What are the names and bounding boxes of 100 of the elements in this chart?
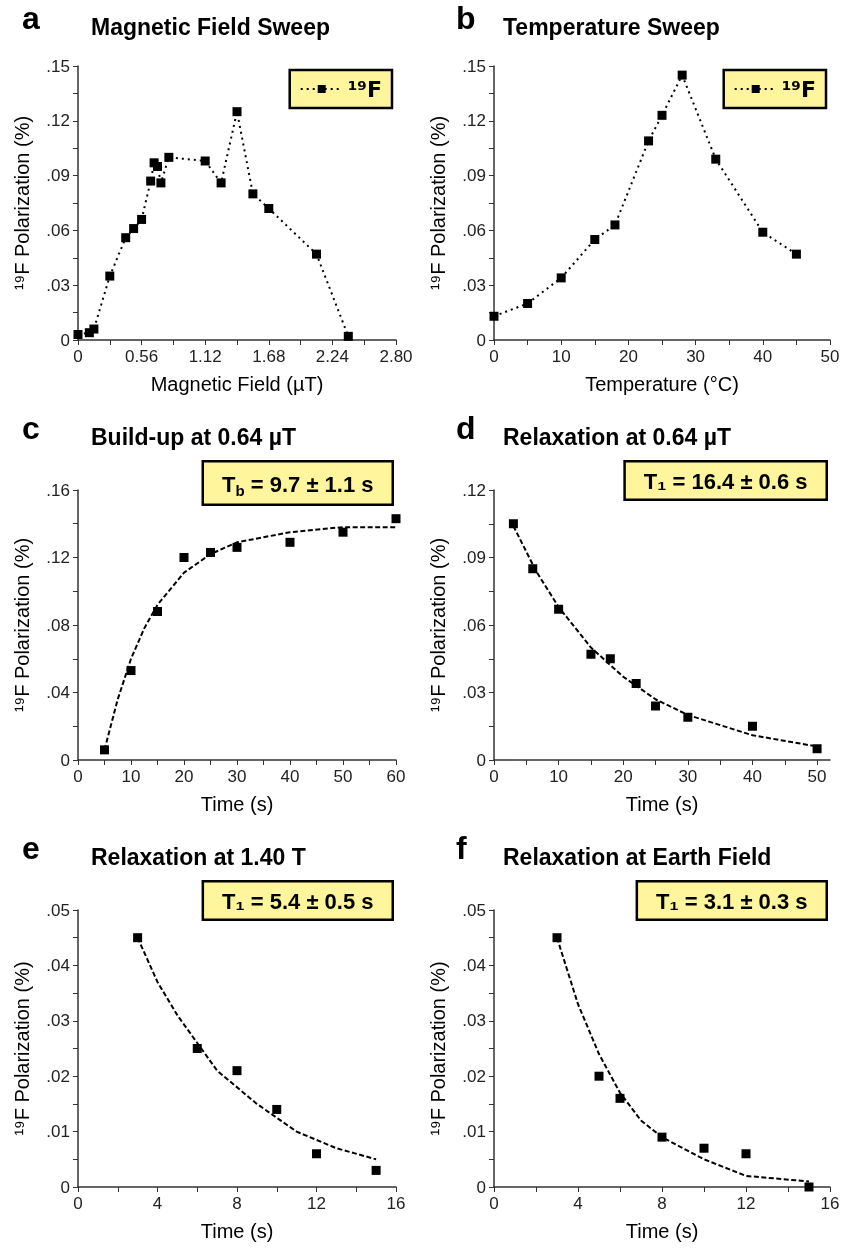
x-tick-label: 0: [73, 767, 83, 786]
point: [586, 649, 596, 659]
y-tick-label: .06: [462, 615, 486, 635]
y-tick-label: .15: [462, 56, 486, 76]
y-tick-label: 0: [476, 330, 486, 350]
x-tick-label: 20: [613, 767, 633, 786]
x-axis-title: Time (s): [625, 1220, 699, 1242]
x-tick-label: 40: [280, 767, 300, 786]
point: [594, 1071, 604, 1081]
x-tick-label: 10: [549, 767, 569, 786]
point: [758, 227, 768, 237]
point: [677, 70, 687, 80]
text: f: [456, 830, 467, 866]
text: c: [22, 410, 40, 446]
point: [804, 1182, 814, 1192]
x-tick-label: 50: [807, 767, 827, 786]
x-tick-label: 16: [820, 1194, 840, 1213]
x-axis-title: Magnetic Field (µT): [150, 373, 324, 395]
y-axis-title: ¹⁹F Polarization (%): [427, 537, 449, 713]
x-tick-label: 12: [736, 1194, 756, 1213]
point: [343, 331, 353, 341]
y-tick-label: .02: [46, 1066, 70, 1086]
y-tick-label: .06: [46, 220, 70, 240]
x-tick-label: 30: [686, 347, 706, 366]
text: d: [456, 410, 476, 446]
point: [523, 298, 533, 308]
x-axis-title: Temperature (°C): [585, 373, 739, 395]
x-tick-label: 40: [753, 347, 773, 366]
y-axis-title: ¹⁹F Polarization (%): [427, 961, 449, 1136]
annotation: T₁ = 16.4 ± 0.6 s: [643, 469, 808, 494]
point: [371, 1165, 381, 1175]
y-tick-label: .09: [462, 548, 486, 567]
point: [126, 666, 136, 676]
y-tick-label: .05: [46, 900, 70, 920]
y-tick-label: .01: [462, 1122, 486, 1142]
y-tick-label: .16: [46, 480, 70, 500]
point: [129, 224, 139, 234]
point: [153, 161, 162, 171]
text: b: [456, 0, 476, 36]
point: [192, 1044, 202, 1053]
point: [791, 249, 801, 259]
x-tick-label: 10: [121, 767, 141, 786]
y-tick-label: 0: [476, 750, 486, 770]
y-tick-label: 0: [60, 750, 70, 770]
x-tick-label: 8: [232, 1194, 242, 1213]
y-tick-label: .12: [46, 111, 70, 131]
point: [232, 107, 242, 117]
annotation: T₁ = 5.4 ± 0.5 s: [222, 889, 374, 914]
y-tick-label: .12: [462, 480, 486, 500]
y-axis-title: ¹⁹F Polarization (%): [11, 961, 33, 1136]
chart-title: Build-up at 0.64 µT: [91, 423, 296, 450]
y-tick-label: 0: [60, 1177, 70, 1197]
point: [508, 519, 518, 529]
point: [105, 271, 115, 281]
point: [554, 604, 564, 614]
x-tick-label: 0: [489, 347, 499, 366]
point: [200, 156, 210, 166]
x-tick-label: 1.12: [188, 347, 222, 366]
x-tick-label: 16: [386, 1194, 406, 1213]
y-tick-label: .03: [462, 683, 486, 702]
point: [489, 311, 499, 321]
x-tick-label: 30: [227, 767, 247, 786]
x-axis-title: Time (s): [625, 793, 699, 815]
point: [747, 721, 757, 731]
point: [552, 933, 562, 943]
x-tick-label: 10: [551, 347, 571, 366]
chart-title: Relaxation at 0.64 µT: [503, 423, 732, 450]
point: [248, 189, 258, 199]
point: [272, 1104, 282, 1114]
x-tick-label: 12: [307, 1194, 326, 1213]
y-tick-label: .03: [46, 1011, 70, 1031]
y-tick-label: .02: [462, 1066, 486, 1086]
y-axis-title: ¹⁹F Polarization (%): [427, 115, 449, 291]
x-tick-label: 50: [820, 347, 840, 366]
point: [89, 324, 99, 334]
point: [699, 1143, 709, 1153]
point: [121, 233, 131, 243]
point: [605, 654, 615, 664]
y-tick-label: .06: [462, 220, 486, 240]
point: [264, 203, 274, 213]
point: [651, 701, 661, 711]
point: [312, 1149, 321, 1159]
x-tick-label: 0: [489, 767, 499, 786]
point: [232, 542, 242, 552]
y-axis-title: ¹⁹F Polarization (%): [11, 537, 33, 713]
chart-title: Magnetic Field Sweep: [91, 13, 330, 40]
point: [100, 745, 109, 755]
y-tick-label: .15: [46, 56, 70, 76]
point: [153, 607, 162, 616]
point: [391, 514, 401, 524]
point: [133, 933, 143, 943]
legend-label: ¹⁹F: [781, 76, 817, 102]
point: [615, 1093, 625, 1103]
chart-title: Relaxation at Earth Field: [503, 843, 772, 870]
x-tick-label: 50: [333, 767, 353, 786]
y-tick-label: .09: [46, 166, 70, 186]
point: [146, 176, 156, 186]
point: [179, 553, 189, 562]
point: [631, 679, 641, 688]
x-tick-label: 20: [618, 347, 638, 366]
